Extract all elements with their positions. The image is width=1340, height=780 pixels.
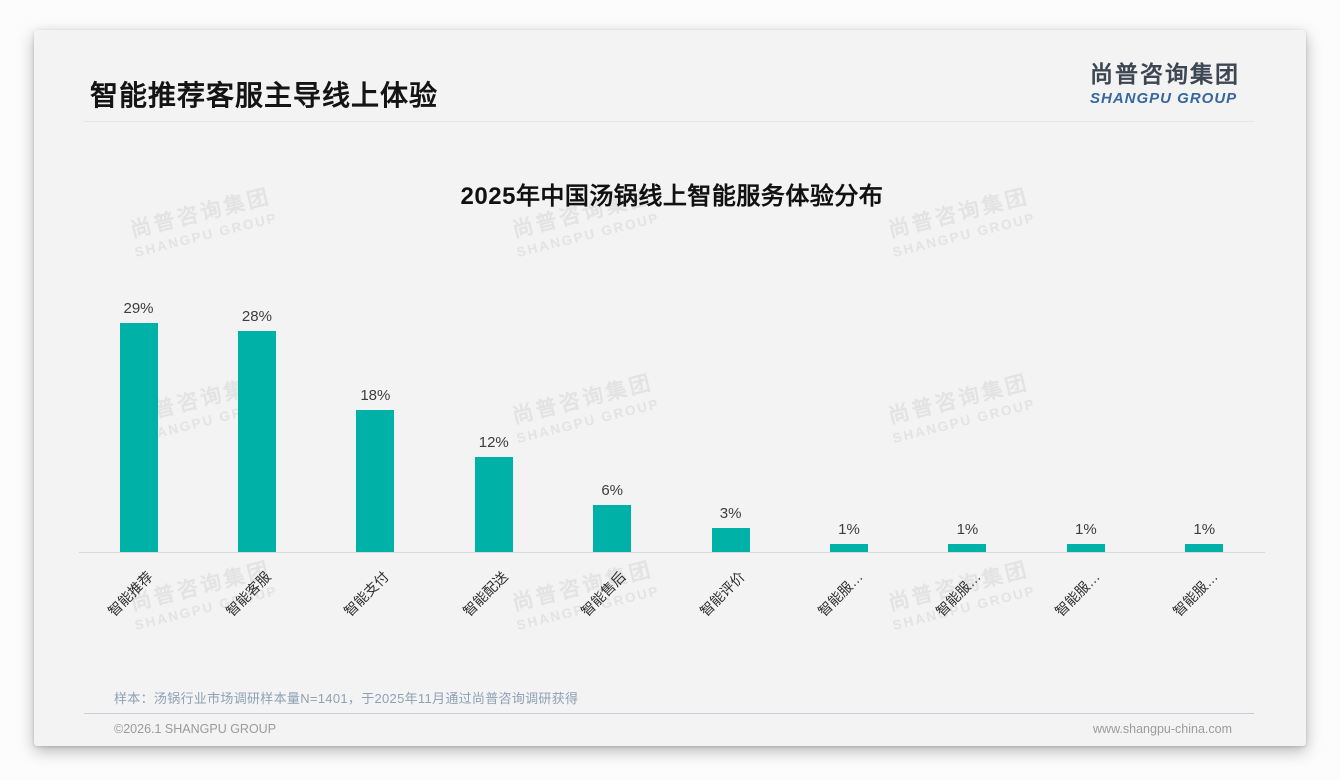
bar-chart: 2025年中国汤锅线上智能服务体验分布 29% 28% 18% 12% 6% 3% 1% 1%…	[34, 30, 1306, 746]
page-title: 智能推荐客服主导线上体验	[90, 80, 439, 111]
bar-6	[711, 528, 750, 552]
x-axis-label: 智能推荐	[104, 568, 156, 620]
brand-logo-en: SHANGPU GROUP	[1090, 90, 1238, 107]
x-axis-label: 智能评价	[696, 568, 748, 620]
x-axis-label: 智能服…	[1051, 568, 1103, 620]
bar-4	[474, 457, 513, 552]
bar-value-label: 6%	[601, 482, 624, 499]
bar-5	[593, 505, 632, 552]
bar-value-label: 29%	[123, 300, 154, 317]
bar-value-label: 3%	[719, 505, 742, 522]
bar-value-label: 1%	[1075, 521, 1097, 538]
x-axis-label: 智能支付	[341, 568, 393, 620]
bar-9	[1066, 544, 1105, 552]
x-axis-label: 智能服…	[933, 568, 985, 620]
footer-bar: ©2026.1 SHANGPU GROUP www.shangpu-china.…	[114, 722, 1232, 736]
x-axis-line	[79, 552, 1265, 553]
bar-value-label: 1%	[1193, 521, 1216, 538]
x-axis-label: 智能配送	[459, 568, 511, 620]
bar-value-label: 1%	[956, 521, 979, 538]
bar-value-label: 1%	[838, 521, 860, 538]
bar-7	[830, 544, 869, 552]
bar-8	[948, 544, 987, 552]
bar-3	[356, 410, 395, 552]
copyright-text: ©2026.1 SHANGPU GROUP	[114, 722, 277, 736]
sample-note: 样本：汤锅行业市场调研样本量N=1401，于2025年11月通过尚普咨询调研获得	[114, 691, 579, 706]
x-axis-label: 智能服…	[814, 568, 866, 620]
x-axis-label: 智能客服	[222, 568, 274, 620]
brand-logo: 尚普咨询集团 SHANGPU GROUP	[1090, 55, 1240, 107]
bar-value-label: 18%	[360, 387, 391, 404]
x-axis-label: 智能售后	[578, 568, 629, 620]
bar-1	[119, 323, 158, 552]
chart-title: 2025年中国汤锅线上智能服务体验分布	[460, 183, 884, 210]
bar-2	[237, 331, 276, 552]
header-divider	[84, 121, 1254, 122]
bar-10	[1185, 544, 1224, 552]
brand-logo-cn: 尚普咨询集团	[1090, 61, 1240, 87]
footer-divider	[84, 713, 1254, 714]
bar-value-label: 12%	[478, 434, 509, 451]
website-link: www.shangpu-china.com	[1093, 722, 1232, 736]
x-axis-label: 智能服…	[1170, 568, 1222, 620]
bar-value-label: 28%	[241, 308, 272, 325]
slide: 尚普咨询集团 SHANGPU GROUP 尚普咨询集团 SHANGPU GROUP 尚普…	[34, 30, 1306, 746]
